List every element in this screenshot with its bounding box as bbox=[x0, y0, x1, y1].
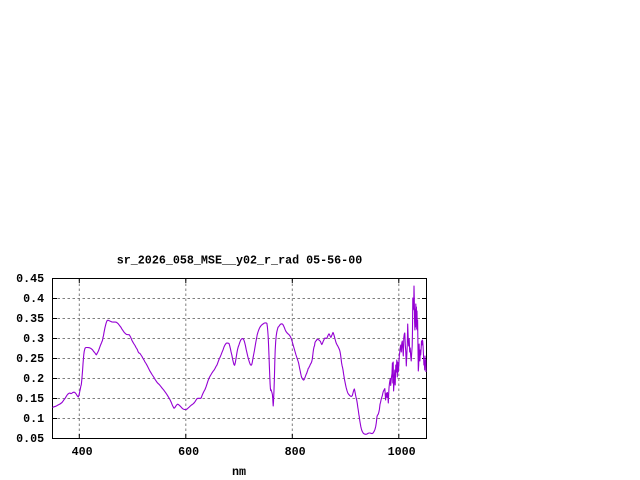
svg-text:0.1: 0.1 bbox=[23, 412, 44, 426]
svg-text:1000: 1000 bbox=[388, 445, 416, 459]
svg-text:0.3: 0.3 bbox=[23, 332, 44, 346]
svg-text:0.35: 0.35 bbox=[16, 312, 44, 326]
svg-text:0.05: 0.05 bbox=[16, 432, 44, 446]
svg-text:0.45: 0.45 bbox=[16, 272, 44, 286]
svg-text:0.25: 0.25 bbox=[16, 352, 44, 366]
svg-text:sr_2026_058_MSE__y02_r_rad 05-: sr_2026_058_MSE__y02_r_rad 05-56-00 bbox=[117, 254, 362, 268]
svg-text:nm: nm bbox=[232, 465, 246, 479]
svg-text:0.2: 0.2 bbox=[23, 372, 44, 386]
svg-text:0.15: 0.15 bbox=[16, 392, 44, 406]
svg-text:400: 400 bbox=[72, 445, 93, 459]
svg-text:600: 600 bbox=[178, 445, 199, 459]
svg-text:0.4: 0.4 bbox=[23, 292, 44, 306]
svg-text:800: 800 bbox=[285, 445, 306, 459]
